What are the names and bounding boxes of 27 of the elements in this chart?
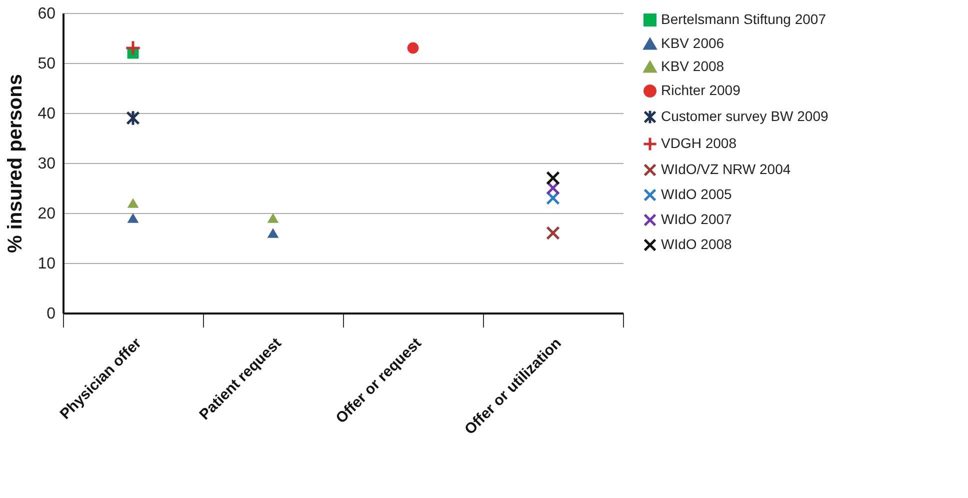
legend-label: KBV 2008 bbox=[661, 58, 724, 74]
legend-label: WIdO 2005 bbox=[661, 186, 732, 202]
point bbox=[546, 171, 560, 185]
legend-label: WIdO/VZ NRW 2004 bbox=[661, 161, 791, 177]
point bbox=[267, 228, 279, 238]
y-tick-label: 50 bbox=[38, 56, 56, 72]
y-tick-label: 40 bbox=[38, 106, 56, 122]
point bbox=[126, 110, 140, 126]
legend-label: Bertelsmann Stiftung 2007 bbox=[661, 11, 826, 27]
y-tick-label: 10 bbox=[38, 256, 56, 272]
point bbox=[127, 213, 139, 223]
point bbox=[546, 226, 560, 240]
legend-label: KBV 2006 bbox=[661, 35, 724, 51]
point bbox=[124, 40, 142, 56]
y-tick-label: 30 bbox=[38, 156, 56, 172]
legend-label: WIdO 2007 bbox=[661, 211, 732, 227]
point bbox=[407, 42, 419, 54]
y-axis-title: % insured persons bbox=[4, 74, 27, 253]
point bbox=[267, 213, 279, 223]
legend-label: Richter 2009 bbox=[661, 82, 741, 98]
y-tick-label: 0 bbox=[46, 306, 56, 322]
legend-label: WIdO 2008 bbox=[661, 236, 732, 252]
legend-label: VDGH 2008 bbox=[661, 135, 737, 151]
point bbox=[127, 198, 139, 208]
y-tick-label: 60 bbox=[38, 6, 56, 22]
y-tick-label: 20 bbox=[38, 206, 56, 222]
legend-label: Customer survey BW 2009 bbox=[661, 108, 828, 124]
